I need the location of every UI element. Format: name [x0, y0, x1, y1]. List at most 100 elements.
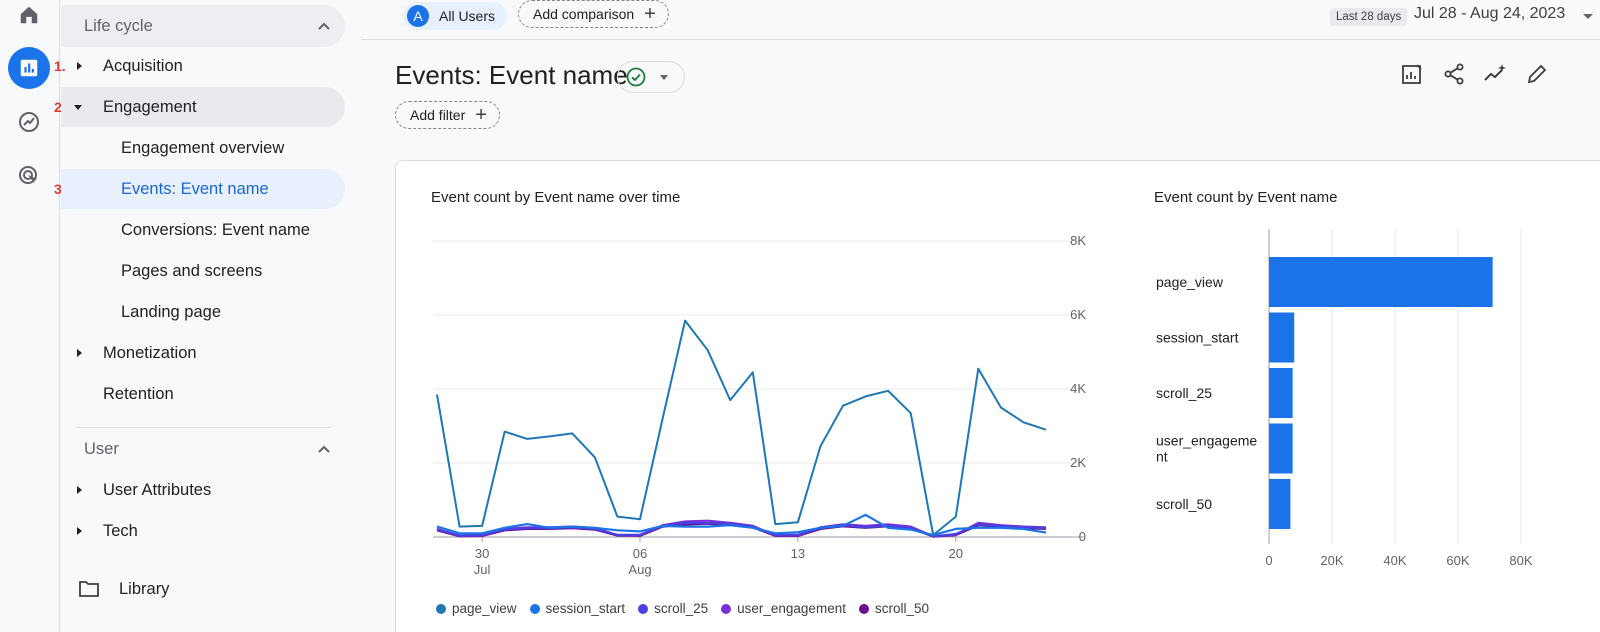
nav-item-engagement-overview[interactable]: Engagement overview [61, 128, 345, 168]
legend-item-page_view[interactable]: page_view [436, 601, 517, 616]
legend-label: page_view [452, 601, 517, 616]
x-tick-month-label: Jul [474, 562, 491, 577]
legend-label: scroll_25 [654, 601, 709, 616]
bar-2[interactable] [1269, 368, 1293, 418]
nav-item-acquisition[interactable]: Acquisition [61, 46, 345, 86]
user-section-header[interactable]: User [61, 428, 345, 470]
nav-label: Conversions: Event name [121, 220, 310, 239]
nav-item-monetization[interactable]: Monetization [61, 333, 345, 373]
series-line-session_start[interactable] [436, 513, 1047, 537]
report-status-chip[interactable] [617, 61, 685, 93]
report-navigation: Life cycle 1. Acquisition 2. Engagement … [54, 0, 361, 632]
bar-category-label: scroll_25 [1156, 385, 1212, 401]
y-tick-label: 2K [1070, 455, 1086, 470]
nav-label: Engagement [103, 97, 197, 116]
y-tick-label: 8K [1070, 233, 1086, 248]
legend-dot [858, 603, 869, 614]
home-icon[interactable] [8, 0, 50, 36]
nav-label: Events: Event name [121, 179, 269, 198]
legend-dot [529, 603, 540, 614]
legend-dot [436, 603, 446, 614]
bar-category-label: nt [1156, 449, 1168, 465]
advertising-icon[interactable] [8, 155, 50, 197]
caret-down-icon [74, 105, 82, 110]
nav-label: Acquisition [103, 56, 183, 75]
lifecycle-label: Life cycle [84, 16, 153, 35]
bar-category-label: session_start [1156, 330, 1239, 346]
main-content: A All Users Add comparison + Last 28 day… [361, 0, 1600, 632]
date-range-picker[interactable]: Jul 28 - Aug 24, 2023 [1414, 5, 1566, 22]
segment-label: All Users [439, 8, 496, 24]
legend-label: session_start [545, 601, 626, 616]
legend-item-user_engagement[interactable]: user_engagement [721, 601, 846, 616]
bar-3[interactable] [1269, 423, 1293, 474]
legend-item-scroll_50[interactable]: scroll_50 [858, 601, 929, 616]
nav-item-events-event-name[interactable]: Events: Event name [61, 169, 345, 209]
annotation-3: 3. [54, 181, 66, 197]
chevron-up-icon [318, 445, 330, 453]
x-tick-label: 30 [475, 546, 489, 561]
nav-item-tech[interactable]: Tech [61, 511, 345, 551]
date-dropdown-icon[interactable] [1583, 14, 1593, 19]
nav-item-engagement[interactable]: Engagement [61, 87, 345, 127]
annotation-2: 2. [54, 99, 66, 115]
bar-chart: 0 20K 40K 60K 80K page_view session_startscrol… [1156, 229, 1533, 568]
legend-item-session_start[interactable]: session_start [529, 601, 626, 616]
edit-pencil-icon[interactable] [1523, 60, 1551, 88]
x-tick-label: 20 [949, 546, 963, 561]
line-chart-title: Event count by Event name over time [431, 189, 681, 206]
plus-icon: + [475, 104, 487, 126]
customize-report-icon[interactable] [1398, 60, 1426, 88]
reports-icon[interactable] [8, 47, 50, 89]
top-bar: A All Users Add comparison + Last 28 day… [361, 0, 1600, 40]
nav-item-pages-and-screens[interactable]: Pages and screens [61, 251, 345, 291]
y-tick-label: 6K [1070, 307, 1086, 322]
folder-icon [79, 581, 99, 597]
share-icon[interactable] [1440, 60, 1468, 88]
caret-right-icon [77, 486, 82, 494]
nav-label: Tech [103, 521, 138, 540]
line-chart-legend: page_view session_start scroll_25 user_enga… [436, 601, 942, 616]
chevron-down-icon [660, 74, 668, 80]
add-filter-button[interactable]: Add filter + [395, 101, 500, 129]
date-range-badge: Last 28 days [1330, 8, 1408, 26]
explore-icon[interactable] [8, 101, 50, 143]
chevron-up-icon [318, 22, 330, 30]
x-tick-label: 0 [1265, 553, 1272, 568]
x-tick-label: 60K [1446, 553, 1469, 568]
series-line-scroll_25[interactable] [436, 521, 1047, 538]
nav-item-user-attributes[interactable]: User Attributes [61, 470, 345, 510]
nav-item-library[interactable]: Library [61, 569, 345, 609]
bar-category-label: user_engageme [1156, 433, 1257, 449]
x-tick-label: 13 [791, 546, 805, 561]
bar-0[interactable] [1269, 257, 1493, 307]
nav-label: Landing page [121, 302, 222, 321]
bar-category-label: scroll_50 [1156, 496, 1212, 512]
bar-1[interactable] [1269, 312, 1295, 363]
caret-right-icon [77, 527, 82, 535]
x-tick-month-label: Aug [628, 562, 651, 577]
x-tick-label: 40K [1383, 553, 1406, 568]
page-title: Events: Event name [395, 60, 628, 90]
nav-item-conversions[interactable]: Conversions: Event name [61, 210, 345, 250]
segment-chip-all-users[interactable]: A All Users [403, 2, 508, 30]
nav-item-retention[interactable]: Retention [61, 374, 345, 414]
bar-4[interactable] [1269, 479, 1291, 529]
nav-divider [75, 427, 331, 428]
legend-dot [721, 603, 732, 614]
lifecycle-section-header[interactable]: Life cycle [61, 5, 345, 47]
y-tick-label: 4K [1070, 381, 1086, 396]
segment-avatar: A [407, 5, 429, 27]
insights-icon[interactable] [1481, 60, 1509, 88]
legend-label: user_engagement [737, 601, 846, 616]
add-comparison-button[interactable]: Add comparison + [518, 0, 669, 28]
nav-item-landing-page[interactable]: Landing page [61, 292, 345, 332]
series-line-page_view[interactable] [436, 319, 1047, 537]
check-circle-icon [626, 67, 646, 87]
caret-right-icon [77, 62, 82, 70]
plus-icon: + [644, 3, 656, 25]
legend-item-scroll_25[interactable]: scroll_25 [638, 601, 708, 616]
library-label: Library [119, 579, 170, 598]
legend-label: scroll_50 [874, 601, 929, 616]
